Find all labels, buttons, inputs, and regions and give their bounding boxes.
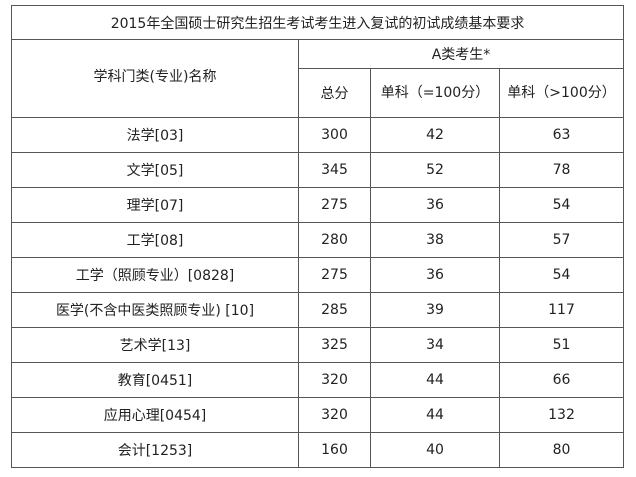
single-subject-100-cell: 36 [370,187,500,223]
total-score-cell: 280 [298,222,371,258]
category-name-cell: 医学(不含中医类照顾专业) [10] [11,292,299,328]
total-score-cell: 275 [298,187,371,223]
table-row: 医学(不含中医类照顾专业) [10] 285 39 117 [11,292,625,328]
table-row: 艺术学[13] 325 34 51 [11,327,625,363]
single-subject-over-100-cell: 57 [498,222,625,258]
table-row: 教育[0451] 320 44 66 [11,362,625,398]
single-subject-over-100-cell: 117 [498,292,625,328]
category-name-cell: 工学[08] [11,222,299,258]
header-row-group: 学科门类(专业)名称 A类考生* [11,39,625,118]
category-name-cell: 教育[0451] [11,362,299,398]
single-subject-over-100-cell: 80 [498,432,625,468]
single-subject-100-cell: 39 [370,292,500,328]
single-subject-100-cell: 36 [370,257,500,293]
single-subject-over-100-cell: 132 [498,397,625,433]
single-subject-over-100-cell: 51 [498,327,625,363]
single-subject-over-100-cell: 63 [498,117,625,153]
total-score-cell: 345 [298,152,371,188]
table-row: 文学[05] 345 52 78 [11,152,625,188]
single-subject-over-100-cell: 78 [498,152,625,188]
single-subject-over-100-cell: 54 [498,257,625,293]
total-score-cell: 320 [298,362,371,398]
single-subject-100-cell: 42 [370,117,500,153]
single-subject-100-cell: 38 [370,222,500,258]
a-class-group-header: A类考生* [297,39,625,69]
single-subject-100-cell: 44 [370,362,500,398]
table-row: 会计[1253] 160 40 80 [11,432,625,468]
single-subject-100-cell: 34 [370,327,500,363]
single-subject-100-cell: 40 [370,432,500,468]
single-subject-over-100-header: 单科（>100分） [498,68,625,118]
single-subject-over-100-cell: 66 [498,362,625,398]
category-name-cell: 法学[03] [11,117,299,153]
total-score-cell: 285 [298,292,371,328]
category-name-cell: 理学[07] [11,187,299,223]
category-name-cell: 文学[05] [11,152,299,188]
category-column-header: 学科门类(专业)名称 [11,39,299,118]
category-name-cell: 艺术学[13] [11,327,299,363]
single-subject-100-cell: 52 [370,152,500,188]
table-row: 理学[07] 275 36 54 [11,187,625,223]
total-score-cell: 160 [298,432,371,468]
total-score-header: 总分 [298,68,371,118]
table-row: 工学（照顾专业）[0828] 275 36 54 [11,257,625,293]
category-name-cell: 工学（照顾专业）[0828] [11,257,299,293]
total-score-cell: 325 [298,327,371,363]
table-row: 工学[08] 280 38 57 [11,222,625,258]
total-score-cell: 320 [298,397,371,433]
table-title: 2015年全国硕士研究生招生考试考生进入复试的初试成绩基本要求 [10,5,625,40]
title-row: 2015年全国硕士研究生招生考试考生进入复试的初试成绩基本要求 [10,5,625,40]
total-score-cell: 300 [298,117,371,153]
single-subject-100-header: 单科（=100分） [370,68,500,118]
category-name-cell: 会计[1253] [11,432,299,468]
total-score-cell: 275 [298,257,371,293]
score-requirements-table: 2015年全国硕士研究生招生考试考生进入复试的初试成绩基本要求 学科门类(专业)… [10,5,625,468]
table-row: 应用心理[0454] 320 44 132 [11,397,625,433]
table-row: 法学[03] 300 42 63 [11,117,625,153]
category-name-cell: 应用心理[0454] [11,397,299,433]
single-subject-over-100-cell: 54 [498,187,625,223]
single-subject-100-cell: 44 [370,397,500,433]
header-row-columns: 总分 单科（=100分） 单科（>100分） [12,68,625,118]
